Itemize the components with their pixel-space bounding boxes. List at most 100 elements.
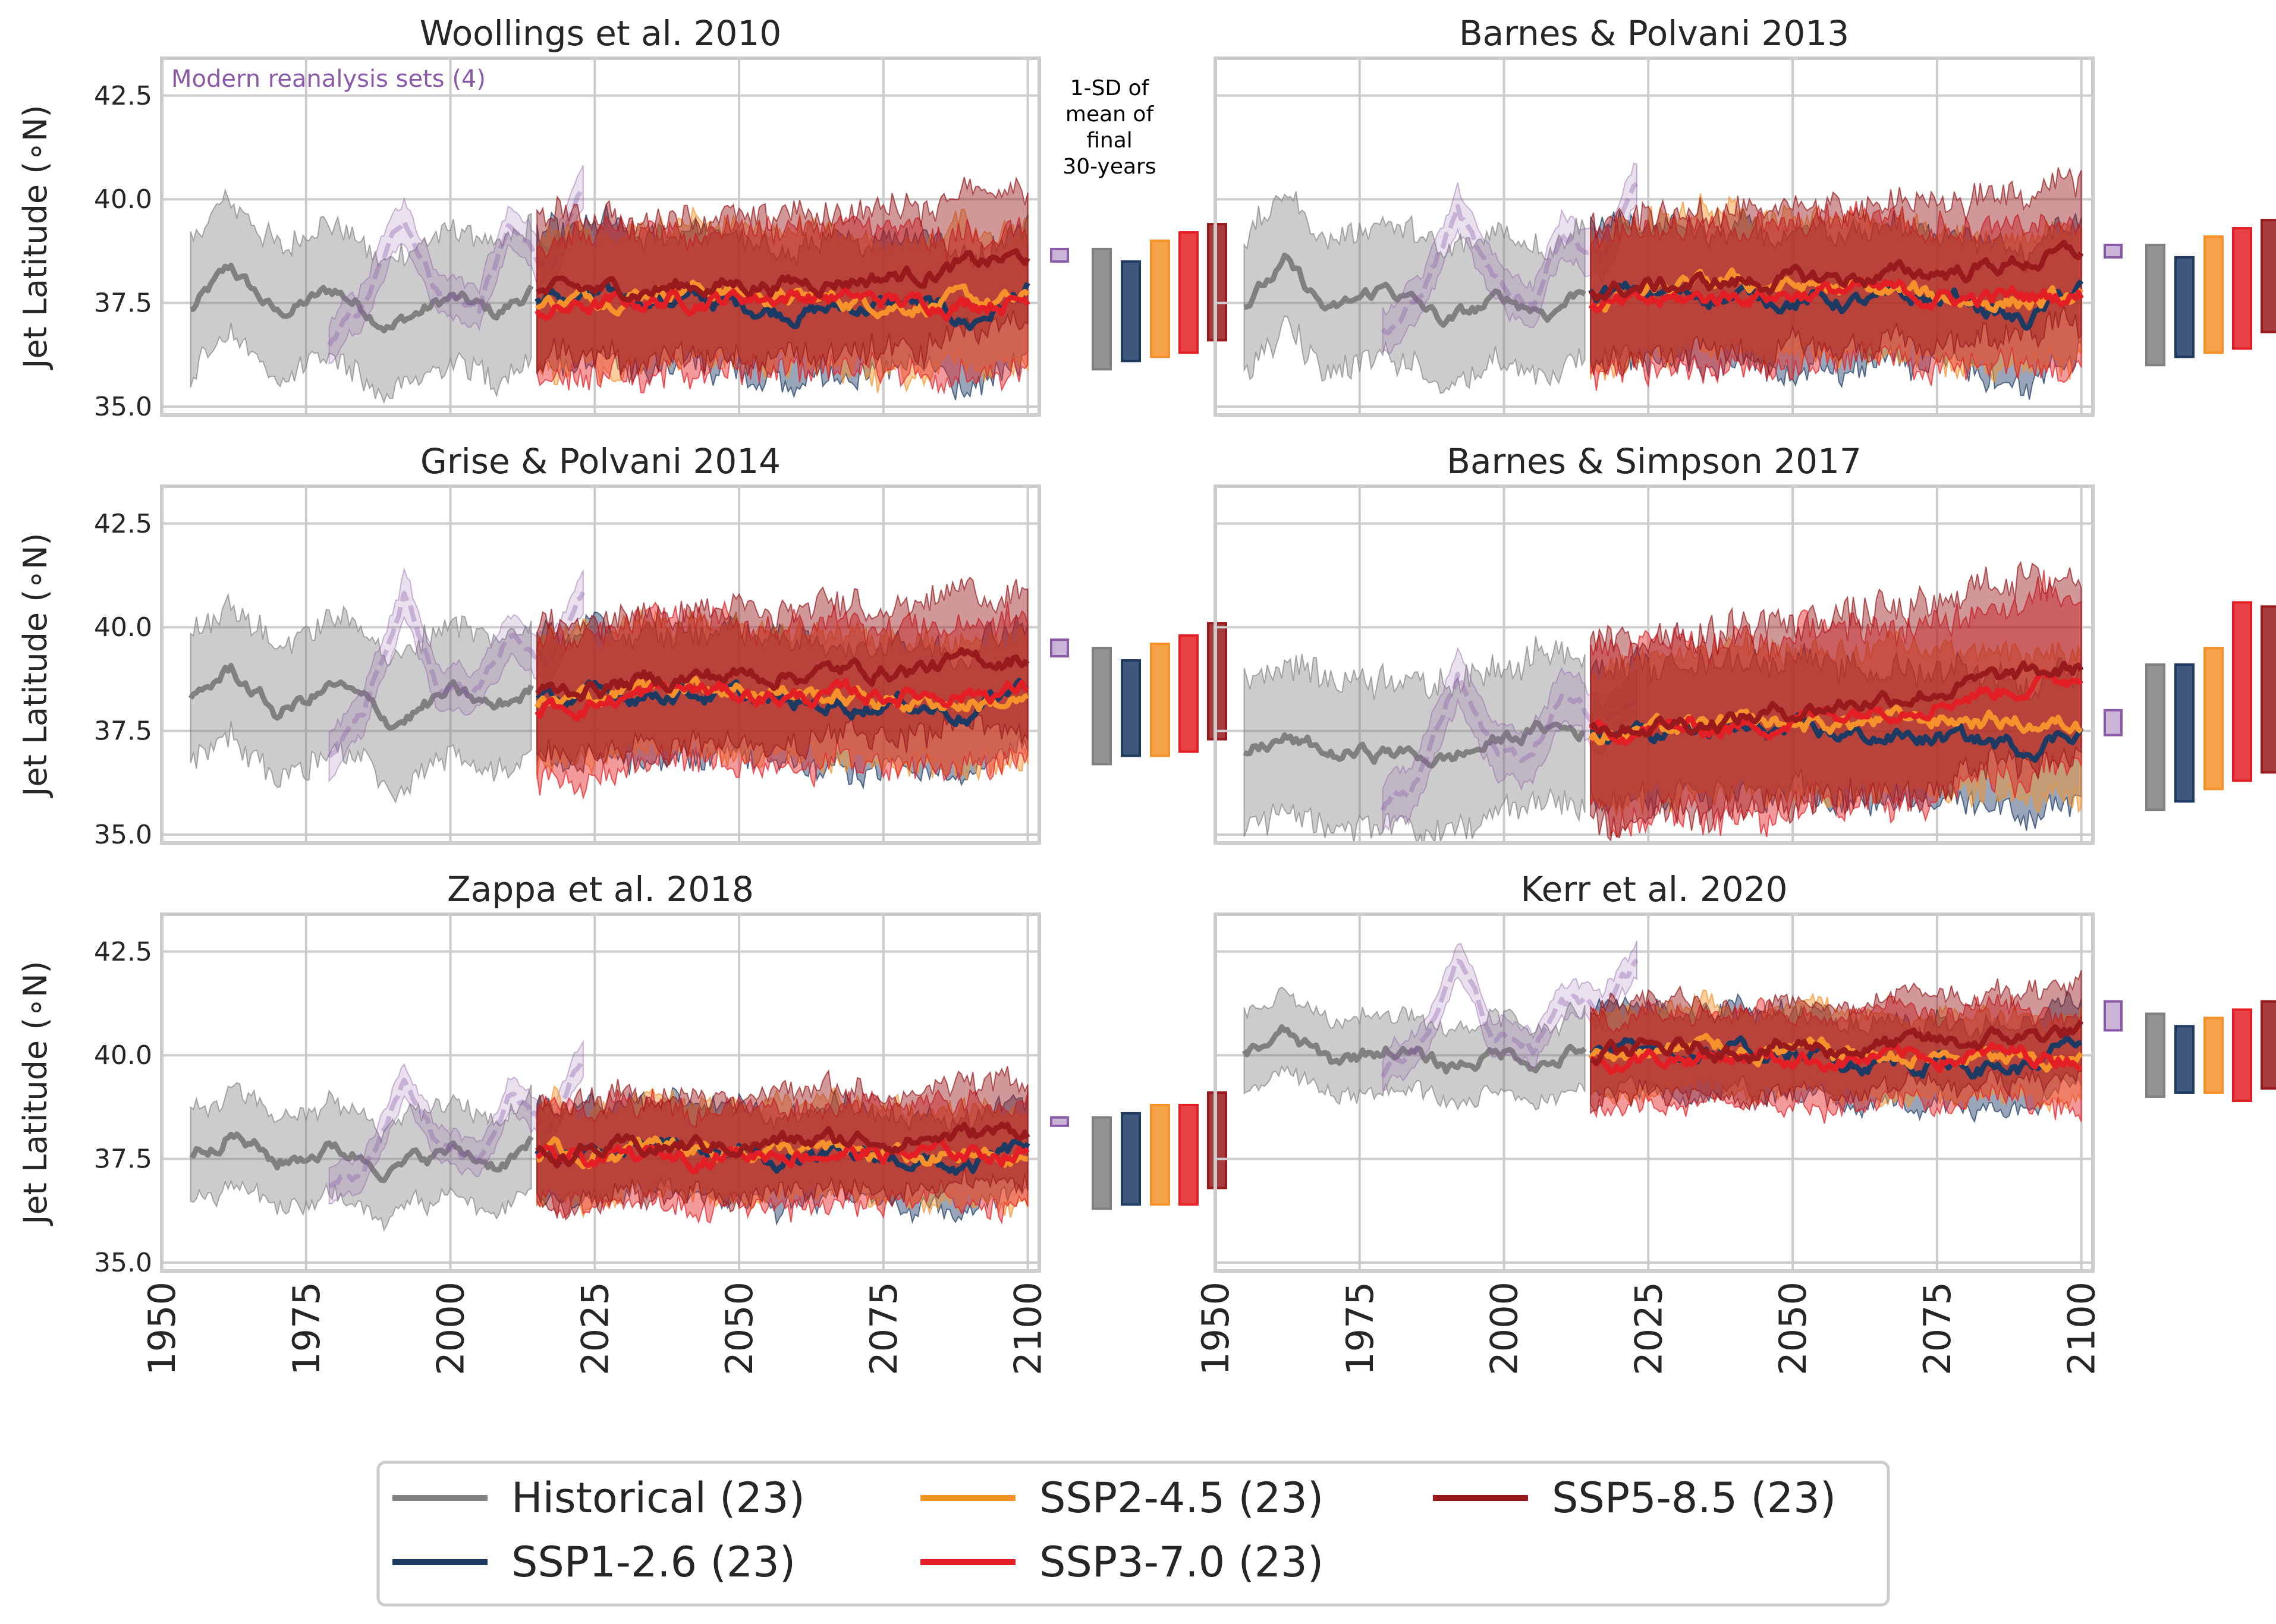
plot-area xyxy=(189,1039,1030,1232)
ssp585-band xyxy=(1590,167,2082,377)
y-tick-label: 37.5 xyxy=(94,288,152,319)
sd-bar-historical xyxy=(1092,1116,1112,1210)
historical-line xyxy=(188,663,534,731)
sd-bar-historical xyxy=(2145,1012,2165,1098)
y-axis-label: Jet Latitude (∘N) xyxy=(17,105,54,370)
sd-bar-ssp370 xyxy=(1178,1103,1199,1206)
x-tick-label: 2025 xyxy=(573,1282,617,1376)
y-tick-label: 37.5 xyxy=(94,716,152,747)
panel-4: Barnes & Simpson 2017 xyxy=(1214,441,2276,845)
historical-line xyxy=(190,263,534,333)
legend-label: SSP2-4.5 (23) xyxy=(1039,1474,1324,1522)
sd-bar-ssp126 xyxy=(2174,256,2195,358)
sd-note-line: 1-SD of xyxy=(1070,76,1150,100)
y-tick-label: 42.5 xyxy=(94,937,152,967)
sd-bar-historical xyxy=(2145,243,2165,367)
sd-bar-ssp585 xyxy=(2261,605,2276,774)
historical-line xyxy=(1241,1024,1587,1075)
ssp370-band xyxy=(536,213,1029,395)
plot-area xyxy=(1241,940,2084,1124)
sd-bar-ssp370 xyxy=(2232,227,2252,350)
x-tick-label: 1975 xyxy=(285,1282,328,1376)
x-tick-label: 1975 xyxy=(1338,1282,1382,1376)
x-tick-label: 2075 xyxy=(1916,1282,1959,1376)
reanalysis-line xyxy=(1381,958,1639,1078)
legend-entry: SSP5-8.5 (23) xyxy=(1433,1474,1836,1522)
reanalysis-note: Modern reanalysis sets (4) xyxy=(171,65,486,93)
reanalysis-band xyxy=(328,566,584,783)
axes-frame xyxy=(160,912,1041,1273)
sd-bar-ssp370 xyxy=(1178,634,1199,753)
ssp370-band xyxy=(1590,201,2082,391)
sd-bar-ssp245 xyxy=(1150,643,1170,757)
y-tick-label: 35.0 xyxy=(94,1248,152,1278)
sd-bar-ssp126 xyxy=(2174,663,2195,803)
axes-frame xyxy=(1214,56,2095,417)
legend-label: SSP5-8.5 (23) xyxy=(1552,1474,1836,1522)
sd-bars xyxy=(1050,622,1227,766)
sd-bar-ssp585 xyxy=(2261,1000,2276,1090)
axes-frame xyxy=(160,484,1041,845)
sd-bar-reanalysis xyxy=(2104,243,2123,259)
reanalysis-band xyxy=(1382,162,1637,355)
legend-entry: SSP2-4.5 (23) xyxy=(920,1474,1324,1522)
sd-bar-ssp245 xyxy=(2203,1016,2224,1094)
sd-bars xyxy=(2104,1000,2276,1102)
sd-bar-ssp370 xyxy=(2232,1008,2252,1102)
sd-bar-ssp245 xyxy=(2203,647,2224,791)
x-tick-label: 2050 xyxy=(1771,1282,1815,1376)
sd-bar-ssp126 xyxy=(1121,260,1141,363)
historical-band xyxy=(1243,191,1586,394)
sd-bar-ssp585 xyxy=(2261,219,2276,333)
y-axis-label: Jet Latitude (∘N) xyxy=(17,961,54,1226)
historical-line xyxy=(1243,719,1586,769)
sd-bar-ssp370 xyxy=(2232,601,2252,782)
x-tick-label: 2075 xyxy=(862,1282,906,1376)
panel-2: Barnes & Polvani 2013 xyxy=(1214,13,2276,417)
y-tick-label: 42.5 xyxy=(94,81,152,111)
reanalysis-band xyxy=(1382,940,1637,1091)
sd-bar-ssp370 xyxy=(1178,231,1199,354)
ssp370-line xyxy=(535,1135,1030,1175)
panel-title: Barnes & Polvani 2013 xyxy=(1459,13,1849,53)
sd-bar-reanalysis xyxy=(2104,1000,2123,1032)
reanalysis-band xyxy=(328,165,584,364)
sd-bar-reanalysis xyxy=(1050,1116,1069,1127)
sd-bar-reanalysis xyxy=(1050,247,1069,263)
panel-title: Kerr et al. 2020 xyxy=(1521,869,1788,909)
sd-bar-reanalysis xyxy=(2104,709,2123,737)
panel-title: Barnes & Simpson 2017 xyxy=(1447,441,1862,481)
x-tick-label: 2000 xyxy=(1483,1282,1526,1376)
sd-bar-ssp245 xyxy=(1150,239,1170,358)
ssp585-line xyxy=(535,647,1030,703)
reanalysis-line xyxy=(327,185,586,347)
panel-title: Grise & Polvani 2014 xyxy=(420,441,781,481)
x-tick-label: 2000 xyxy=(429,1282,473,1376)
ssp370-line xyxy=(1588,277,2084,314)
reanalysis-line xyxy=(327,590,586,759)
ssp245-line xyxy=(536,1135,1028,1170)
ssp585-line xyxy=(535,248,1030,303)
reanalysis-line xyxy=(1380,672,1639,811)
y-tick-label: 40.0 xyxy=(94,612,152,643)
ssp585-line xyxy=(1590,1019,2084,1066)
panel-3: Grise & Polvani 2014 35.0 37.5 40.0 42.5 Jet … xyxy=(17,441,1227,850)
y-tick-label: 42.5 xyxy=(94,509,152,539)
plot-area xyxy=(1243,561,2084,843)
sd-bars xyxy=(2104,601,2276,811)
historical-line xyxy=(1243,252,1586,328)
x-tick-label: 1950 xyxy=(140,1282,184,1376)
sd-bar-reanalysis xyxy=(1050,638,1069,658)
ssp585-line xyxy=(1589,240,2084,302)
axes-frame xyxy=(1214,912,2095,1273)
sd-bar-ssp245 xyxy=(2203,235,2224,354)
panel-5: Zappa et al. 2018 35.0 37.5 40.0 42.5 Jet Lat… xyxy=(17,869,1227,1376)
ssp370-line xyxy=(1590,1041,2082,1075)
sd-bar-ssp126 xyxy=(1121,1112,1141,1206)
ssp585-band xyxy=(1590,970,2082,1115)
sd-note-line: 30-years xyxy=(1062,155,1156,179)
legend-entry: Historical (23) xyxy=(392,1474,805,1522)
historical-band xyxy=(190,592,532,804)
x-tick-label: 1950 xyxy=(1194,1282,1237,1376)
